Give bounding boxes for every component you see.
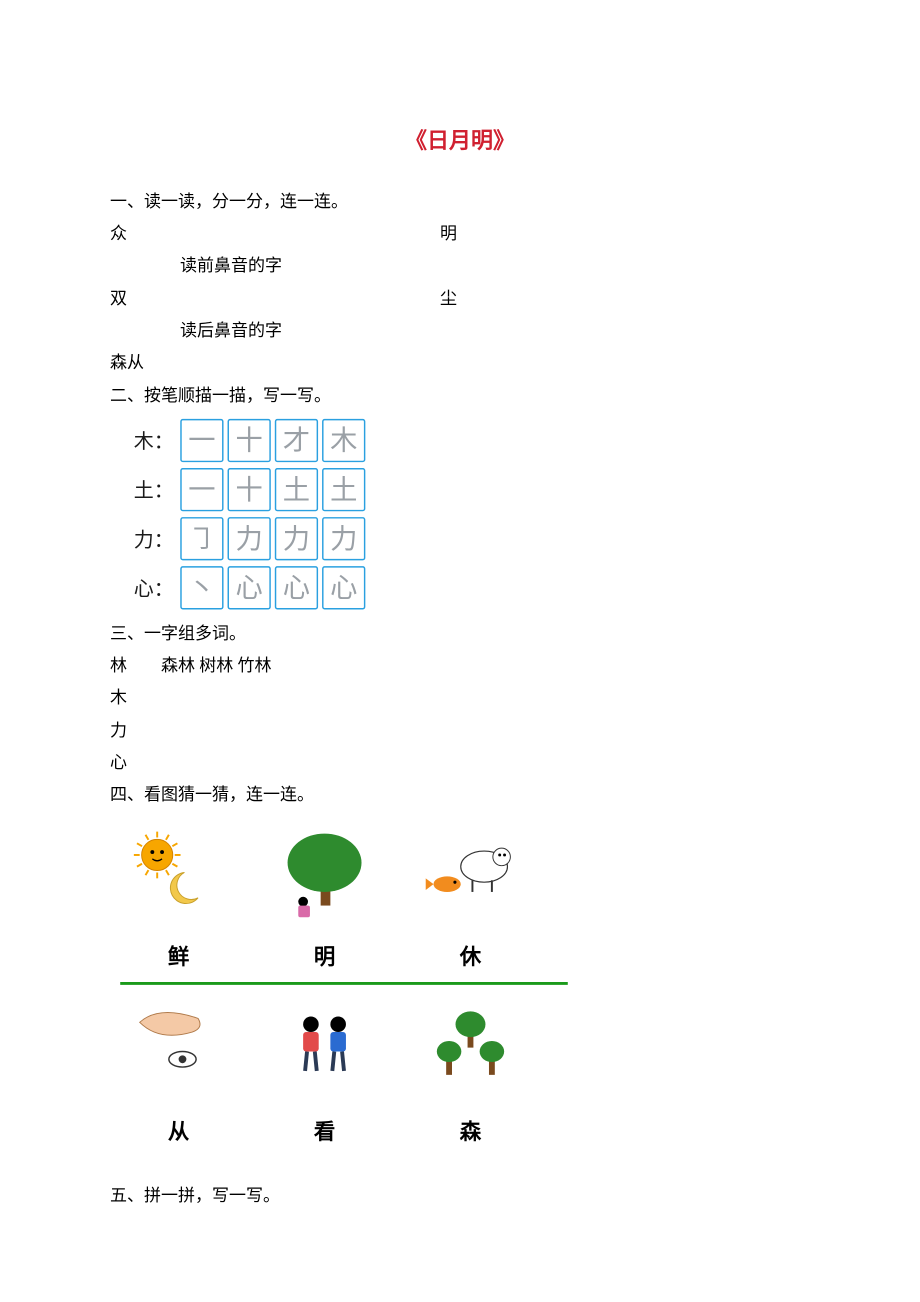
two-people-icon bbox=[303, 1016, 346, 1070]
q4-bottom-label: 森 bbox=[460, 1119, 482, 1144]
q3-heading: 三、一字组多词。 bbox=[110, 618, 810, 650]
fish-sheep-icon bbox=[426, 848, 511, 892]
q3-line-0: 林 森林 树林 竹林 bbox=[110, 650, 810, 682]
worksheet-page: 《日月明》 一、读一读，分一分，连一连。 众 明 读前鼻音的字 双 尘 读后鼻音… bbox=[0, 0, 920, 1252]
tree-person-icon bbox=[288, 833, 362, 917]
svg-text:心: 心 bbox=[283, 573, 310, 603]
svg-text:力: 力 bbox=[330, 524, 357, 554]
q1-row2-left: 双 bbox=[110, 283, 440, 315]
svg-text:才: 才 bbox=[283, 426, 310, 456]
picture-match-diagram: 鲜 明 休从 看 森 bbox=[110, 818, 578, 1178]
q3-line-1: 木 bbox=[110, 682, 810, 714]
page-title: 《日月明》 bbox=[110, 120, 810, 162]
q1-row1-left: 众 bbox=[110, 218, 440, 250]
title-text: 《日月明》 bbox=[405, 128, 515, 153]
svg-text:心：: 心： bbox=[134, 578, 174, 600]
q1-row3: 森从 bbox=[110, 347, 810, 379]
svg-text:十: 十 bbox=[236, 475, 263, 505]
svg-text:木：: 木： bbox=[134, 430, 174, 453]
svg-text:土: 土 bbox=[330, 475, 357, 505]
q4-top-label: 明 bbox=[314, 945, 335, 969]
svg-text:力: 力 bbox=[236, 524, 263, 554]
svg-text:一: 一 bbox=[188, 426, 215, 456]
three-trees-icon bbox=[437, 1011, 504, 1074]
q2-heading: 二、按笔顺描一描，写一写。 bbox=[110, 380, 810, 412]
hand-eye-icon bbox=[140, 1012, 200, 1067]
q1-mid1: 读前鼻音的字 bbox=[110, 250, 810, 282]
svg-text:心: 心 bbox=[236, 573, 263, 603]
q4-bottom-label: 从 bbox=[168, 1120, 190, 1144]
q5-heading: 五、拼一拼，写一写。 bbox=[110, 1180, 810, 1212]
sun-moon-icon bbox=[134, 831, 198, 903]
q4-top-label: 休 bbox=[459, 945, 482, 969]
svg-text:丶: 丶 bbox=[188, 573, 215, 603]
svg-text:力：: 力： bbox=[134, 528, 174, 551]
svg-text:木: 木 bbox=[330, 426, 357, 456]
q1-row1-right: 明 bbox=[440, 218, 457, 250]
q1-heading: 一、读一读，分一分，连一连。 bbox=[110, 186, 810, 218]
q1-row2: 双 尘 bbox=[110, 283, 810, 315]
svg-text:土: 土 bbox=[283, 475, 310, 505]
q3-line-2: 力 bbox=[110, 715, 810, 747]
svg-text:十: 十 bbox=[236, 426, 263, 456]
svg-text:心: 心 bbox=[330, 573, 357, 603]
svg-text:力: 力 bbox=[283, 524, 310, 554]
q1-mid2: 读后鼻音的字 bbox=[110, 315, 810, 347]
q4-heading: 四、看图猜一猜，连一连。 bbox=[110, 779, 810, 811]
q4-top-label: 鲜 bbox=[168, 945, 189, 969]
svg-text:一: 一 bbox=[188, 475, 215, 505]
stroke-order-diagram: 木：一十才木土：一十土土力：㇆力力力心：丶心心心 bbox=[128, 416, 419, 616]
q1-row2-right: 尘 bbox=[440, 283, 457, 315]
svg-text:㇆: ㇆ bbox=[188, 524, 215, 554]
q1-row1: 众 明 bbox=[110, 218, 810, 250]
q4-bottom-label: 看 bbox=[314, 1120, 335, 1144]
q3-line-3: 心 bbox=[110, 747, 810, 779]
svg-text:土：: 土： bbox=[134, 479, 174, 502]
